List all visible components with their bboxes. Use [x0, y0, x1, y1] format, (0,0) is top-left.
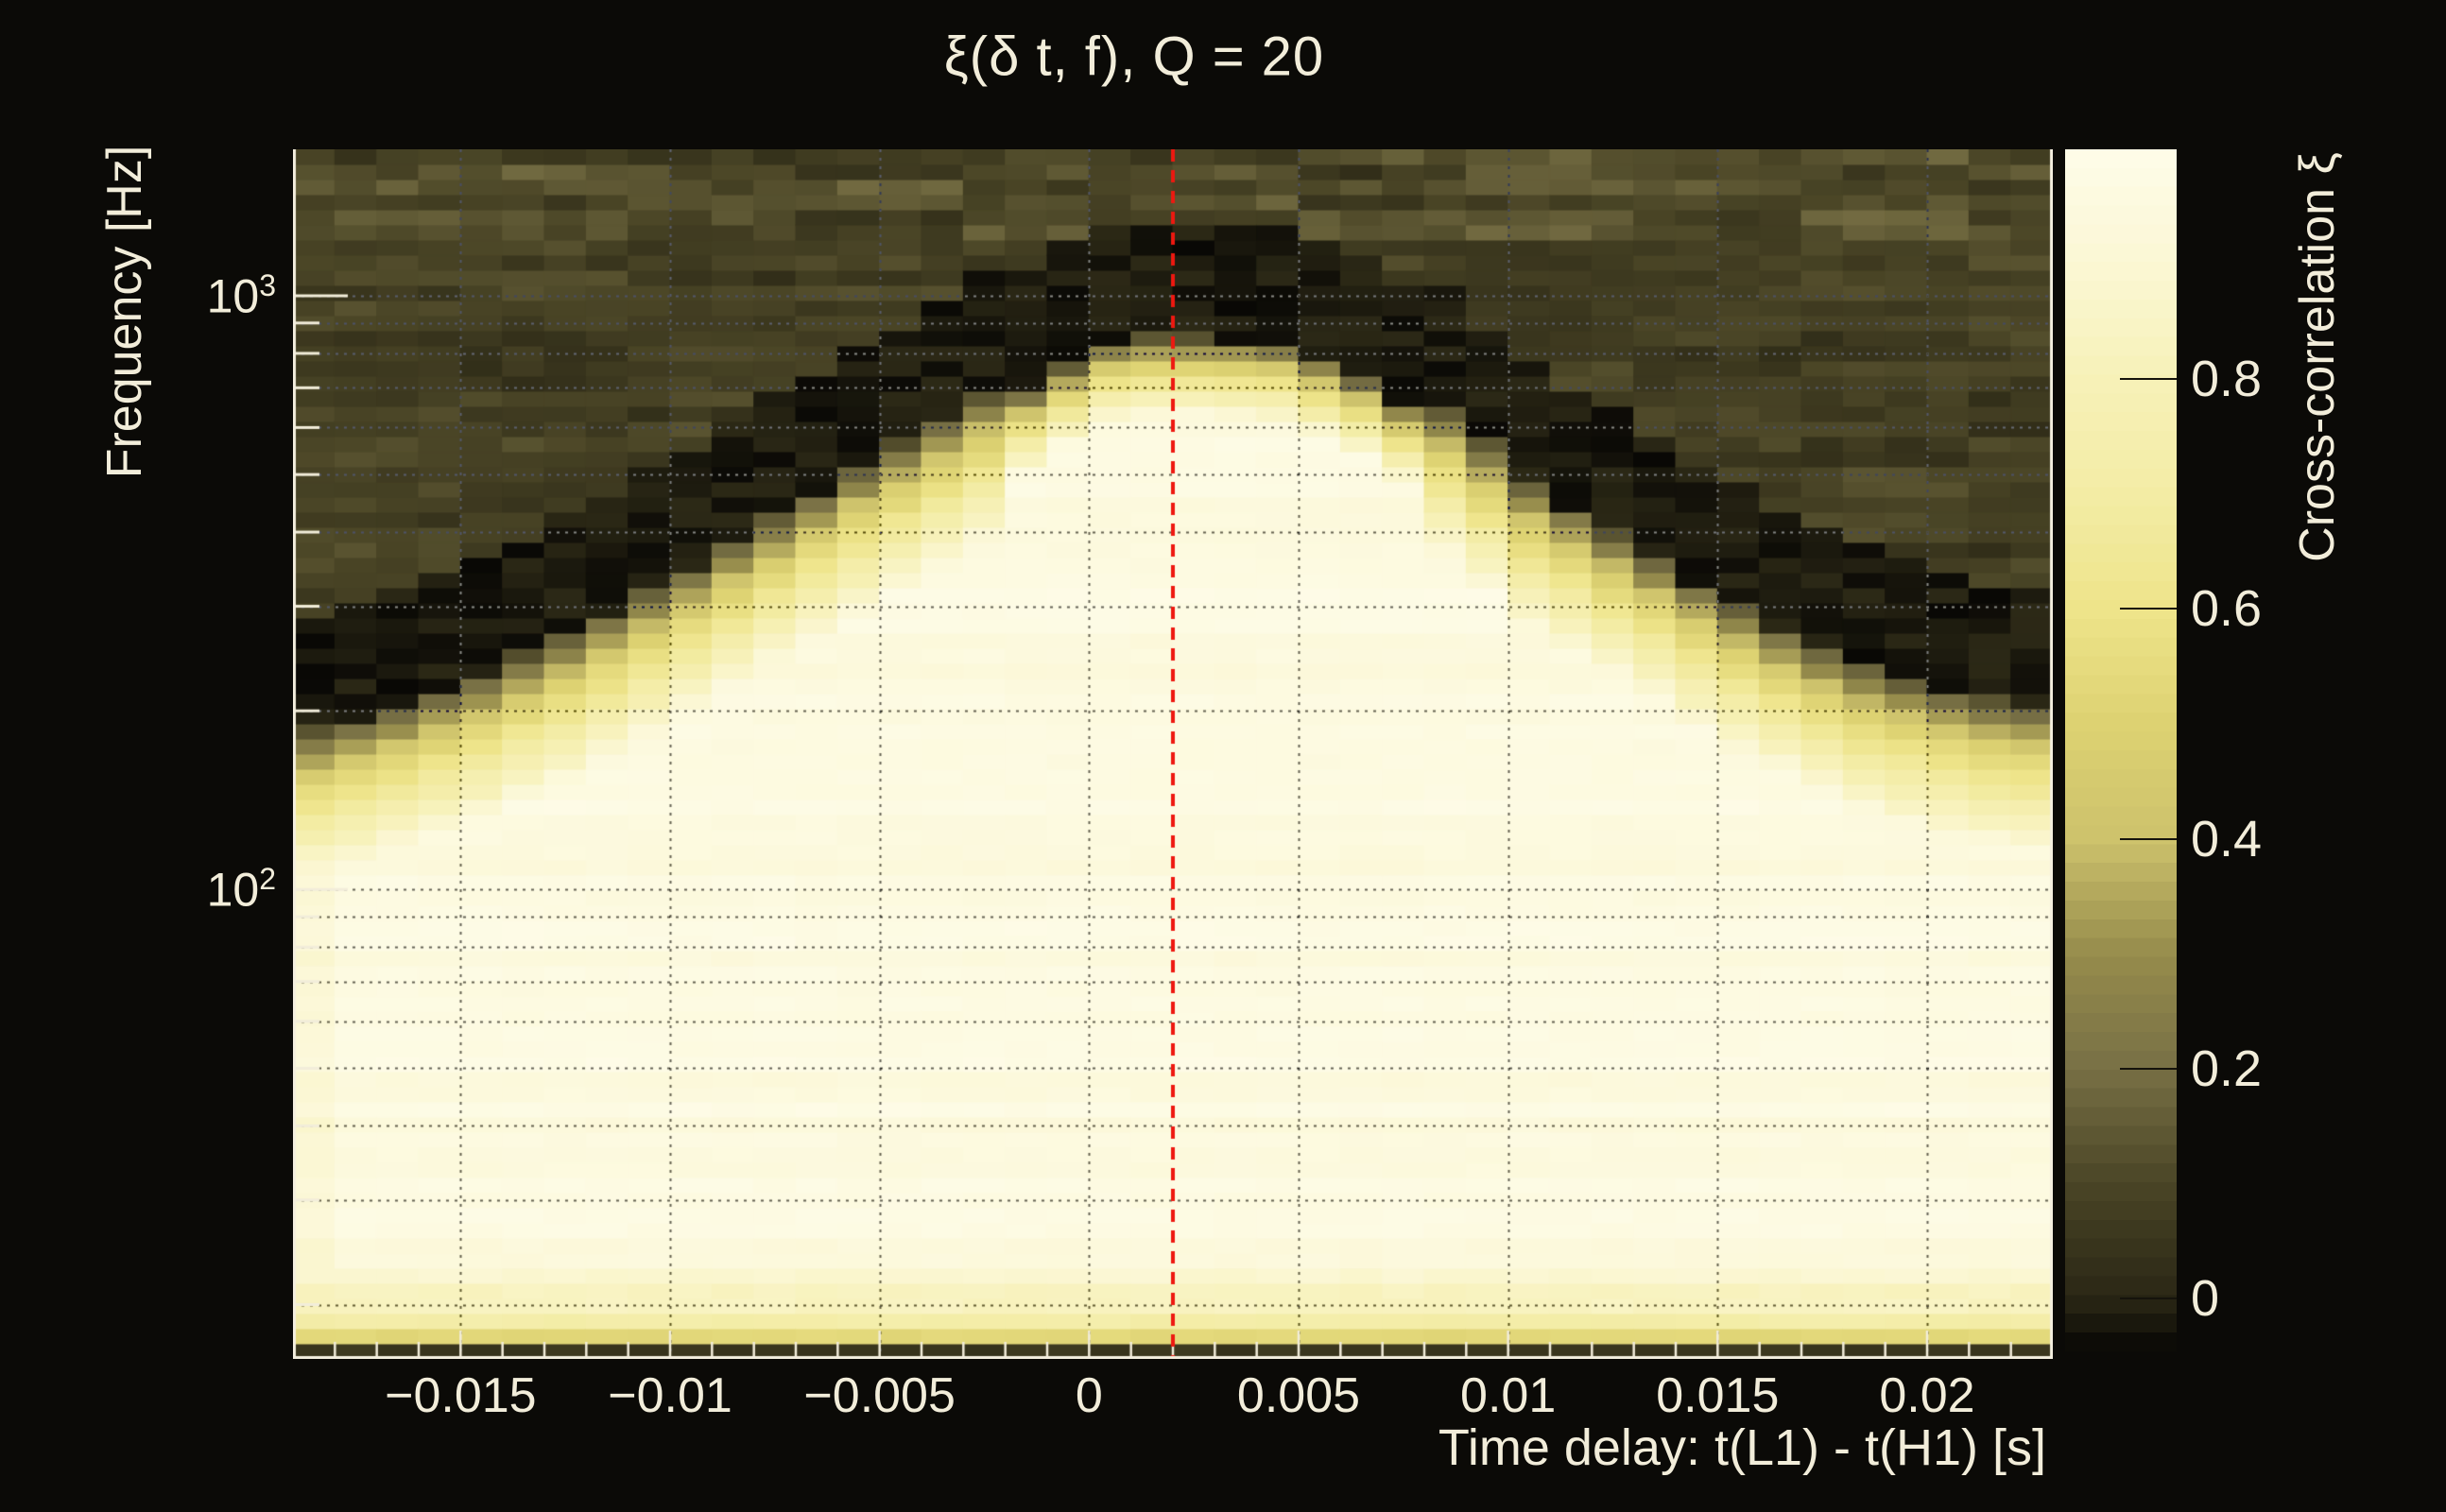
x-tick-label: 0: [1075, 1368, 1103, 1423]
colorbar-tick-label: 0.6: [2191, 580, 2263, 638]
y-tick-label: 102: [206, 862, 276, 917]
heatmap-canvas: [293, 149, 2053, 1359]
y-axis-title: Frequency [Hz]: [97, 145, 152, 479]
x-tick-label: −0.005: [803, 1368, 956, 1423]
colorbar-title: Cross-correlation ξ: [2290, 152, 2345, 562]
colorbar: [2065, 149, 2177, 1351]
colorbar-gradient: [2065, 149, 2177, 1351]
plot-title: ξ(δ t, f), Q = 20: [943, 26, 1325, 88]
colorbar-tick: [2120, 608, 2177, 610]
y-tick-label: 103: [206, 267, 276, 323]
colorbar-tick-label: 0.2: [2191, 1040, 2263, 1097]
colorbar-tick: [2120, 378, 2177, 381]
x-tick-label: −0.015: [385, 1368, 537, 1423]
x-tick-label: 0.02: [1879, 1368, 1975, 1423]
colorbar-tick-label: 0: [2191, 1270, 2220, 1328]
x-tick-label: 0.01: [1460, 1368, 1557, 1423]
colorbar-tick: [2120, 837, 2177, 840]
colorbar-tick: [2120, 1297, 2177, 1300]
x-tick-label: 0.015: [1656, 1368, 1780, 1423]
x-tick-label: −0.01: [608, 1368, 732, 1423]
colorbar-tick-label: 0.4: [2191, 810, 2263, 868]
x-axis-title: Time delay: t(L1) - t(H1) [s]: [1438, 1419, 2046, 1476]
colorbar-tick: [2120, 1067, 2177, 1070]
colorbar-tick-label: 0.8: [2191, 351, 2263, 408]
x-tick-label: 0.005: [1236, 1368, 1361, 1423]
